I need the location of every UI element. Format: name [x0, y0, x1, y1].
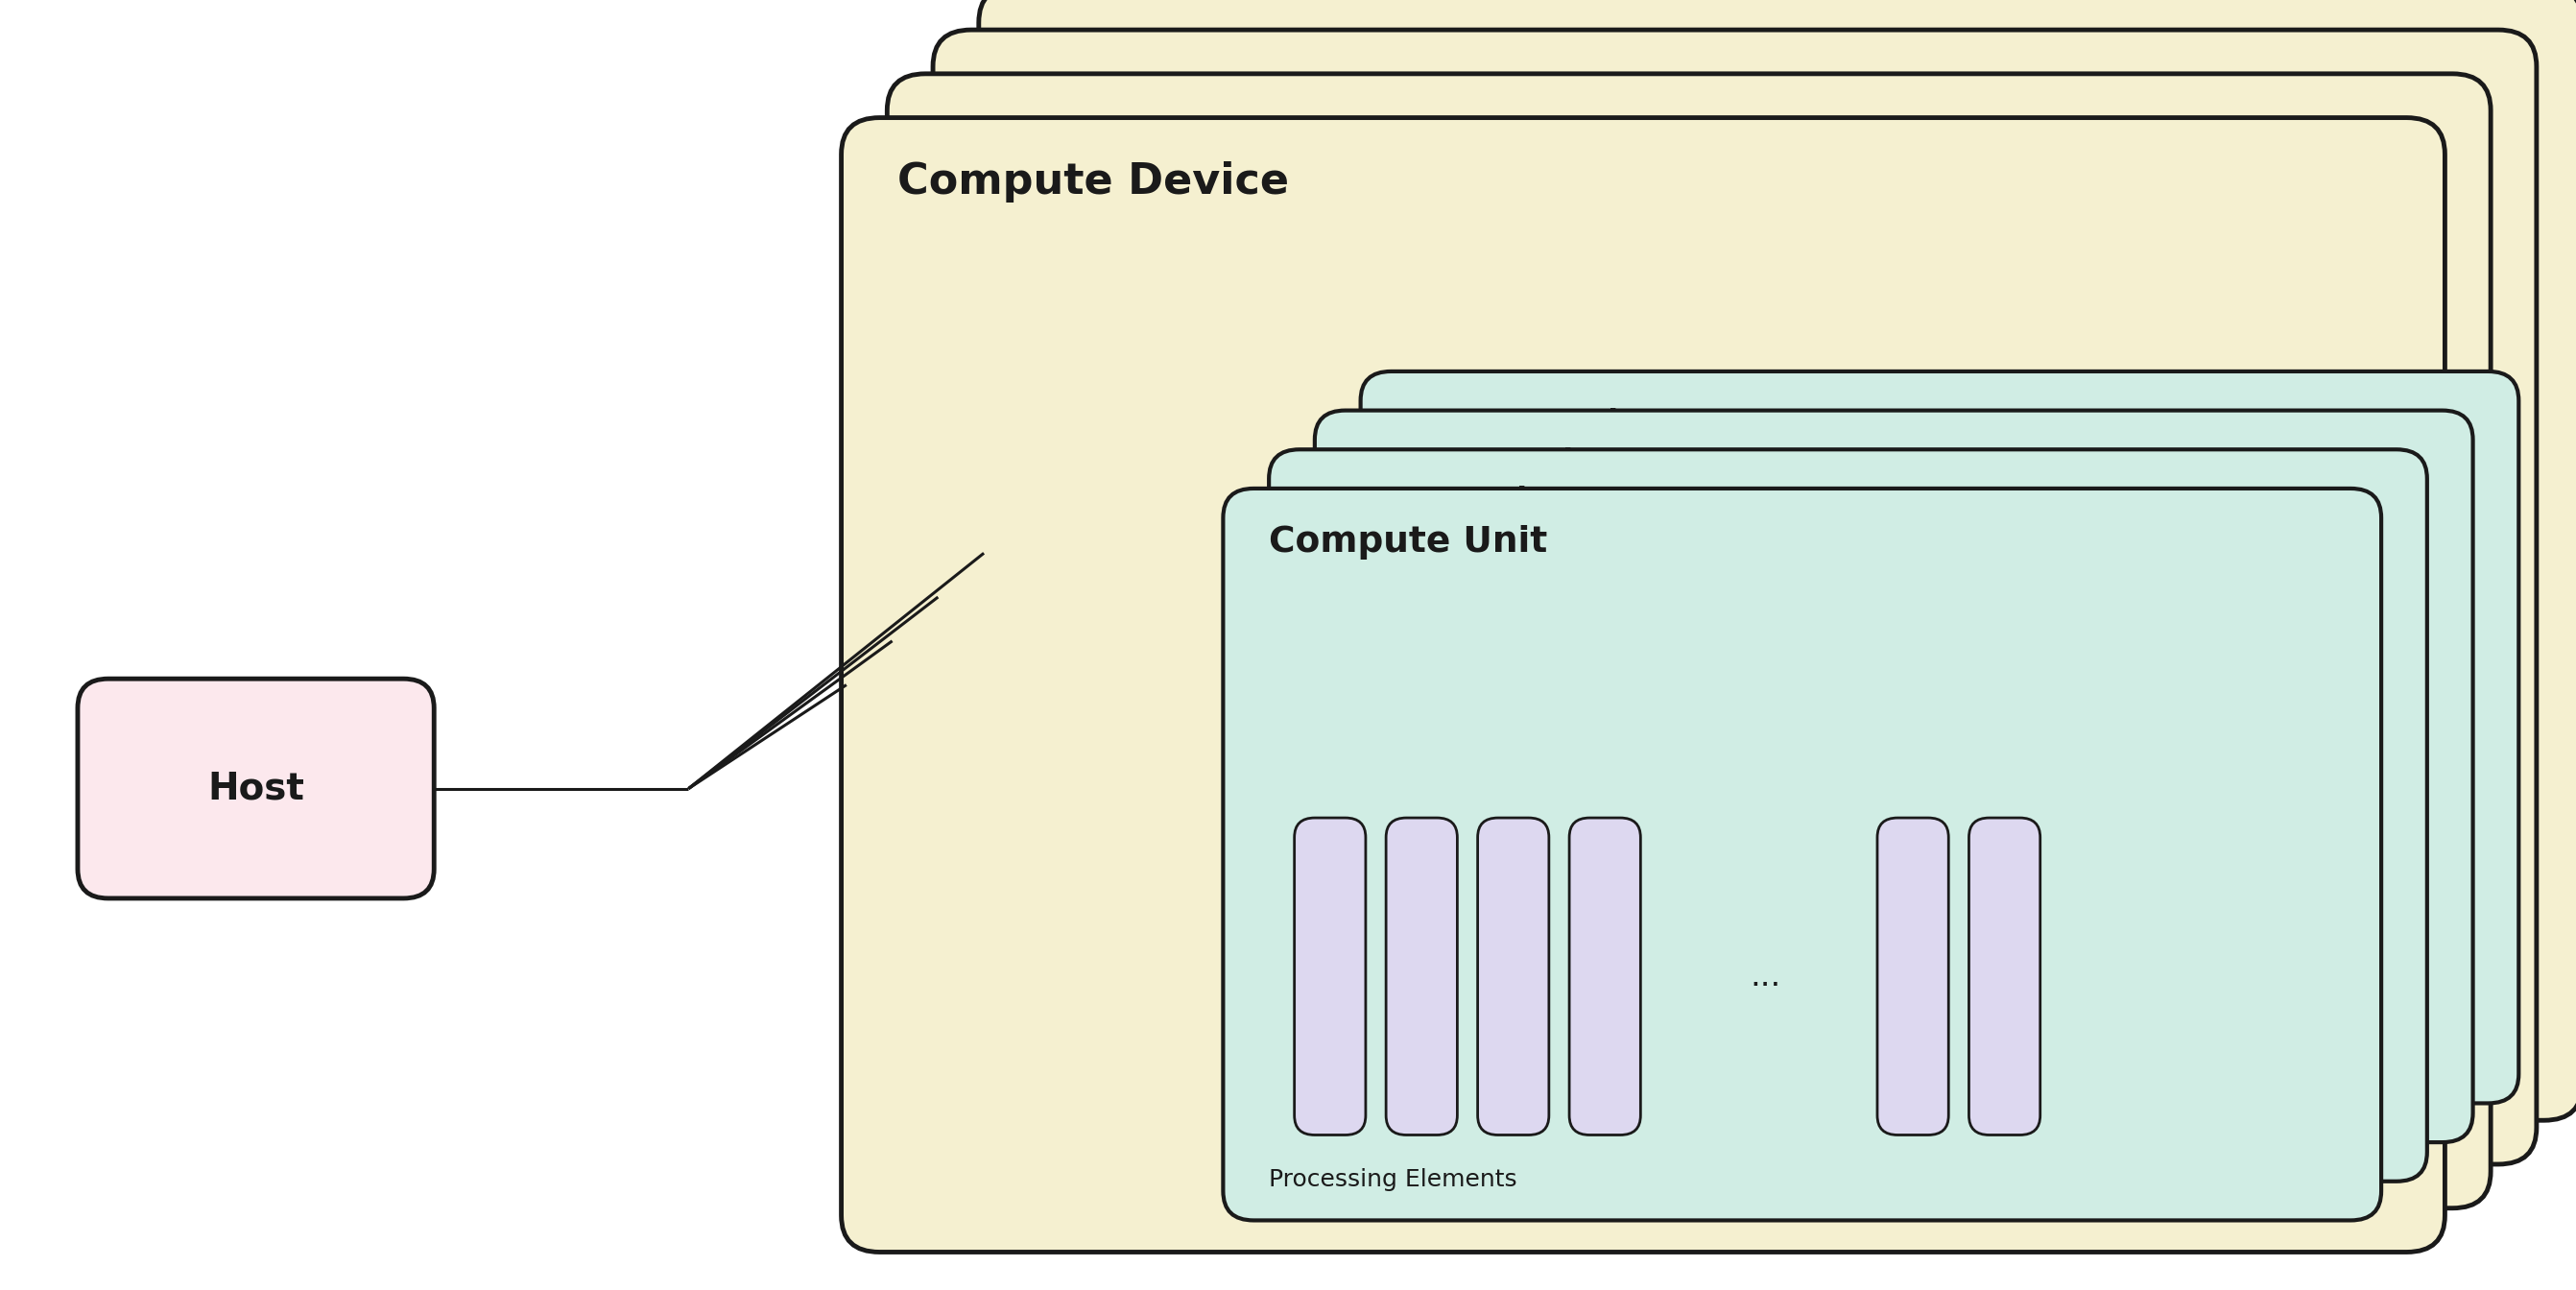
FancyBboxPatch shape: [1314, 410, 2473, 1142]
Text: Compute Device: Compute Device: [896, 161, 1288, 203]
FancyBboxPatch shape: [1224, 489, 2380, 1220]
Text: Compute Device: Compute Device: [1036, 30, 1352, 62]
Text: Compute Unit: Compute Unit: [1406, 408, 1633, 436]
FancyBboxPatch shape: [1270, 449, 2427, 1182]
Text: Host: Host: [209, 770, 304, 806]
FancyBboxPatch shape: [1386, 818, 1458, 1135]
FancyBboxPatch shape: [1878, 818, 1947, 1135]
Text: Compute Unit: Compute Unit: [1314, 486, 1540, 513]
Text: Compute Unit: Compute Unit: [1270, 525, 1548, 560]
FancyBboxPatch shape: [979, 0, 2576, 1120]
FancyBboxPatch shape: [842, 117, 2445, 1253]
Text: Compute Device: Compute Device: [943, 117, 1260, 151]
Text: Processing Elements: Processing Elements: [1270, 1167, 1517, 1191]
FancyBboxPatch shape: [933, 30, 2537, 1165]
FancyBboxPatch shape: [886, 74, 2491, 1209]
FancyBboxPatch shape: [1479, 818, 1548, 1135]
Text: ...: ...: [1749, 961, 1780, 992]
FancyBboxPatch shape: [1360, 372, 2519, 1103]
FancyBboxPatch shape: [1569, 818, 1641, 1135]
FancyBboxPatch shape: [77, 679, 433, 898]
Text: Compute Device: Compute Device: [989, 74, 1306, 106]
FancyBboxPatch shape: [1968, 818, 2040, 1135]
Text: Compute Unit: Compute Unit: [1360, 448, 1587, 475]
FancyBboxPatch shape: [1293, 818, 1365, 1135]
